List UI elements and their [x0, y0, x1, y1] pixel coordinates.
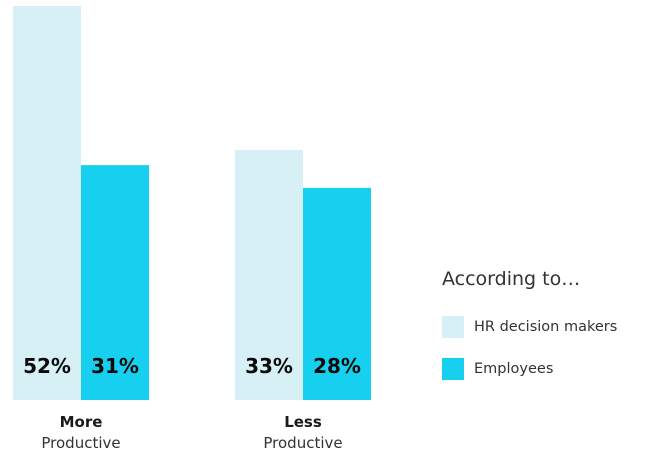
legend-swatch-employees [442, 358, 464, 380]
legend-item-employees: Employees [442, 358, 647, 380]
category-label-less: Less [284, 413, 322, 431]
category-labels-group: More Productive Less Productive [41, 413, 342, 452]
category-sublabel-less: Productive [263, 434, 342, 452]
bar-more-hr-decision-makers [13, 6, 81, 400]
category-sublabel-more: Productive [41, 434, 120, 452]
legend-label-hr-decision-makers: HR decision makers [474, 319, 618, 335]
data-label-less-hr-decision-makers: 33% [245, 354, 293, 378]
data-label-less-employees: 28% [313, 354, 361, 378]
category-label-more: More [60, 413, 103, 431]
data-labels-group: 52% 31% 33% 28% [23, 354, 361, 378]
legend-label-employees: Employees [474, 361, 554, 377]
legend-swatch-hr-decision-makers [442, 316, 464, 338]
legend-title: According to… [442, 268, 581, 290]
bar-less-employees [303, 187, 371, 400]
legend: According to… HR decision makers Employe… [442, 268, 647, 400]
data-label-more-employees: 31% [91, 354, 139, 378]
bars-group [13, 6, 371, 400]
bar-less-hr-decision-makers [235, 149, 303, 400]
data-label-more-hr-decision-makers: 52% [23, 354, 71, 378]
bar-more-employees [81, 165, 149, 400]
legend-item-hr-decision-makers: HR decision makers [442, 316, 647, 338]
